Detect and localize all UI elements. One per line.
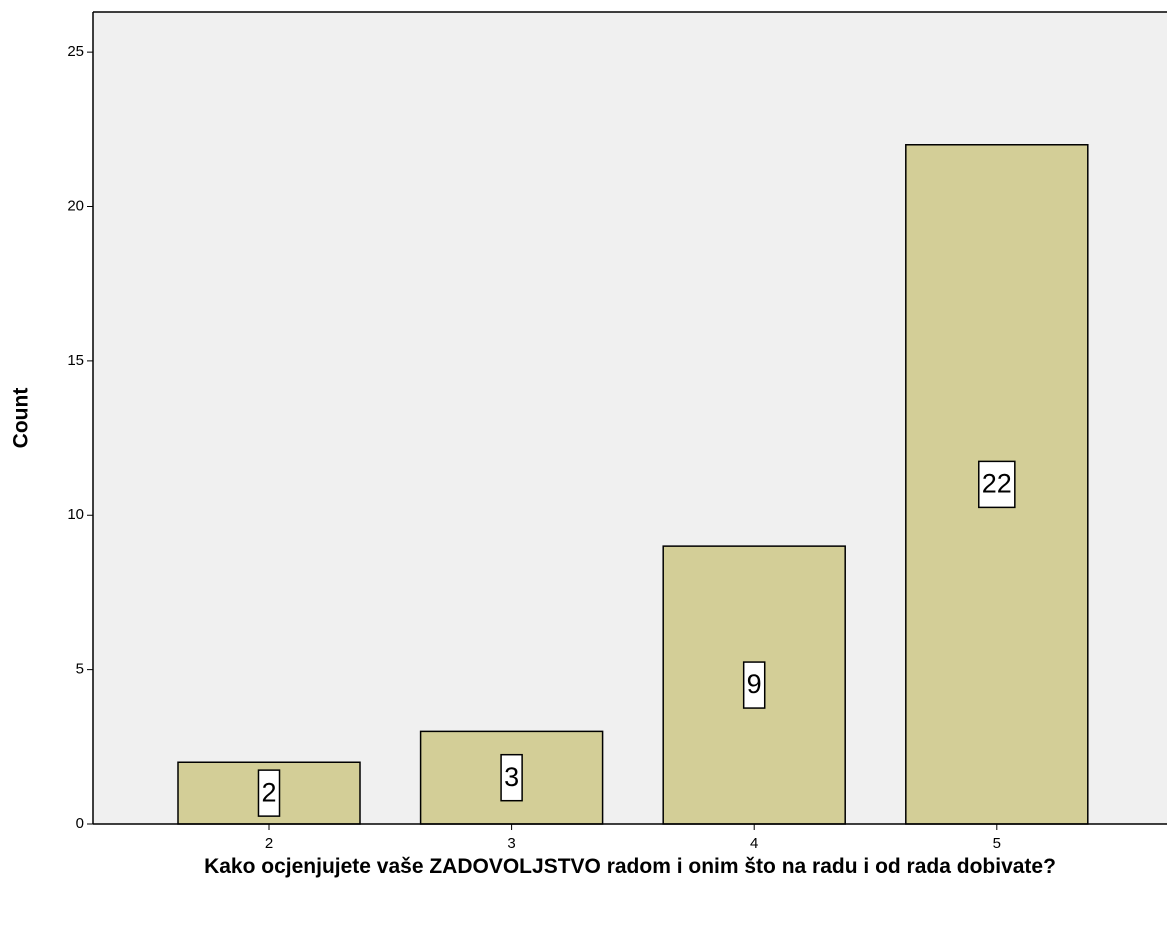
y-tick-label: 20: [67, 197, 84, 214]
y-tick-label: 25: [67, 43, 84, 60]
y-tick-label: 10: [67, 506, 84, 523]
data-label-box: [978, 460, 1016, 509]
data-label: 9: [747, 669, 762, 699]
x-axis-label: Kako ocjenjujete vaše ZADOVOLJSTVO radom…: [204, 855, 1056, 878]
y-tick-label: 5: [76, 661, 84, 678]
data-label: 22: [982, 469, 1012, 499]
x-tick-label: 4: [750, 835, 758, 852]
data-label: 3: [504, 762, 519, 792]
y-tick-label: 15: [67, 352, 84, 369]
y-axis-label: Count: [10, 388, 33, 449]
x-tick-label: 2: [265, 835, 273, 852]
x-tick-label: 5: [993, 835, 1001, 852]
data-label-box: [257, 769, 281, 817]
data-label: 2: [261, 777, 276, 807]
data-label-box: [500, 753, 523, 802]
x-tick-label: 3: [507, 835, 515, 852]
data-label-box: [742, 661, 766, 709]
y-tick-label: 0: [76, 815, 84, 832]
